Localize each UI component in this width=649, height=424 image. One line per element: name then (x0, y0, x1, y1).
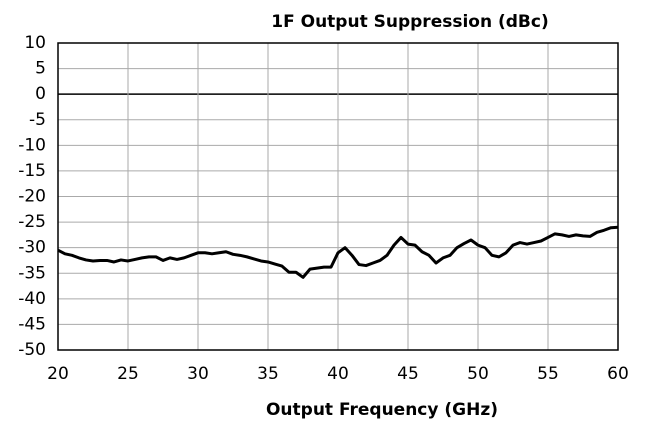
y-tick-label: -35 (18, 263, 46, 283)
y-tick-label: -45 (18, 314, 46, 334)
x-tick-label: 40 (327, 364, 349, 384)
y-tick-label: -5 (29, 110, 46, 130)
x-tick-label: 50 (467, 364, 489, 384)
y-tick-label: 0 (35, 84, 46, 104)
x-axis-label: Output Frequency (GHz) (266, 400, 498, 420)
y-tick-label: 10 (24, 33, 46, 53)
x-tick-label: 45 (397, 364, 419, 384)
y-tick-label: -15 (18, 161, 46, 181)
x-tick-label: 35 (257, 364, 279, 384)
y-tick-label: -25 (18, 212, 46, 232)
plot-frame (57, 42, 619, 351)
y-tick-label: -10 (18, 135, 46, 155)
x-tick-label: 30 (187, 364, 209, 384)
y-tick-label: 5 (35, 59, 46, 79)
x-tick-label: 25 (117, 364, 139, 384)
data-line (57, 225, 619, 279)
chart-title: 1F Output Suppression (dBc) (271, 12, 548, 32)
y-tick-label: -40 (18, 289, 46, 309)
x-tick-label: 55 (537, 364, 559, 384)
y-tick-label: -30 (18, 238, 46, 258)
y-tick-label: -20 (18, 187, 46, 207)
x-tick-label: 20 (47, 364, 69, 384)
x-tick-label: 60 (607, 364, 629, 384)
y-tick-label: -50 (18, 340, 46, 360)
